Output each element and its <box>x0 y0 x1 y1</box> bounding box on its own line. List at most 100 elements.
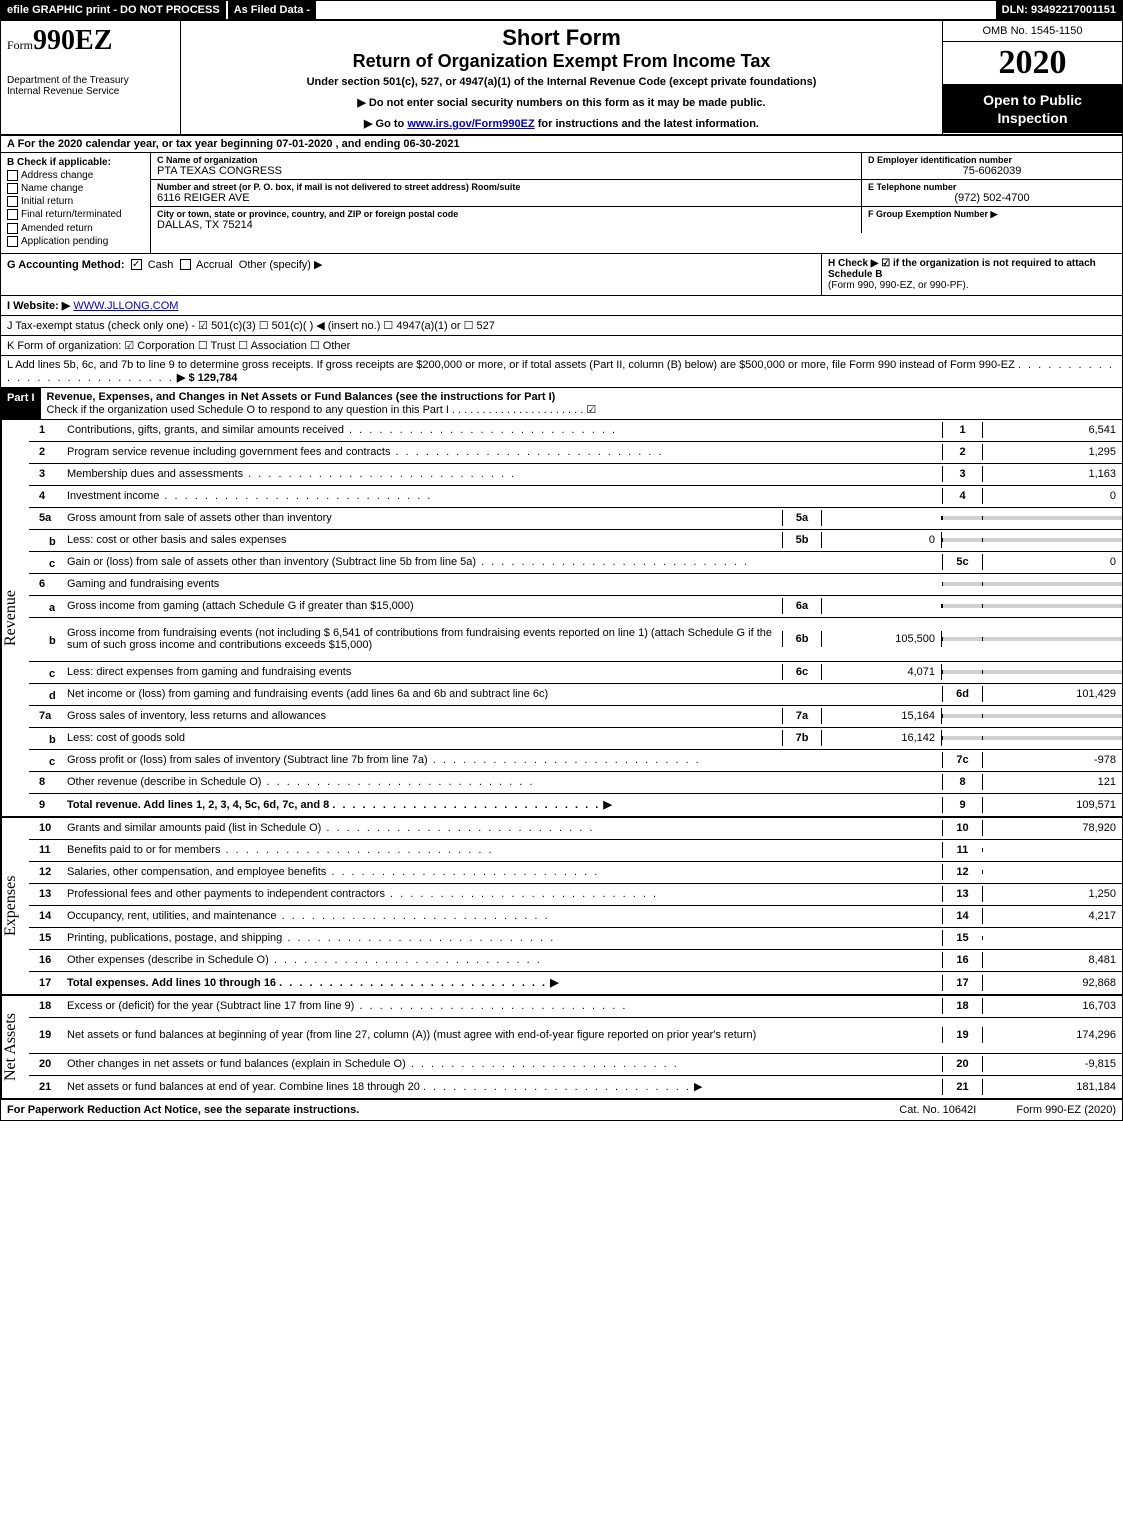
website-link[interactable]: WWW.JLLONG.COM <box>73 300 178 312</box>
netassets-lines: 18Excess or (deficit) for the year (Subt… <box>29 996 1122 1098</box>
netassets-side-label: Net Assets <box>1 996 29 1098</box>
tax-year: 2020 <box>943 42 1122 85</box>
line-5b-val: 0 <box>822 532 942 548</box>
line-6c-desc: Less: direct expenses from gaming and fu… <box>63 664 782 680</box>
line-5c-val: 0 <box>982 554 1122 570</box>
line-17-desc: Total expenses. Add lines 10 through 16 … <box>63 974 942 991</box>
address-cell: Number and street (or P. O. box, if mail… <box>151 180 862 206</box>
line-6d-val: 101,429 <box>982 686 1122 702</box>
line-11-val <box>982 848 1122 852</box>
block-g-h: G Accounting Method: ✓ Cash Accrual Othe… <box>1 254 1122 296</box>
l-text: L Add lines 5b, 6c, and 7b to line 9 to … <box>7 359 1015 371</box>
line-14-desc: Occupancy, rent, utilities, and maintena… <box>63 908 942 924</box>
line-7a-val: 15,164 <box>822 708 942 724</box>
cat-no: Cat. No. 10642I <box>899 1104 976 1116</box>
revenue-section: Revenue 1Contributions, gifts, grants, a… <box>1 420 1122 818</box>
line-20-val: -9,815 <box>982 1056 1122 1072</box>
line-8-val: 121 <box>982 774 1122 790</box>
line-19-desc: Net assets or fund balances at beginning… <box>63 1027 942 1043</box>
l-amount: ▶ $ 129,784 <box>177 372 237 384</box>
line-4-val: 0 <box>982 488 1122 504</box>
paperwork-notice: For Paperwork Reduction Act Notice, see … <box>7 1104 359 1116</box>
line-2-val: 1,295 <box>982 444 1122 460</box>
line-20-desc: Other changes in net assets or fund bala… <box>63 1056 942 1072</box>
line-7b-desc: Less: cost of goods sold <box>63 730 782 746</box>
org-name-cell: C Name of organization PTA TEXAS CONGRES… <box>151 153 862 179</box>
line-19-val: 174,296 <box>982 1027 1122 1043</box>
h-text1: H Check ▶ ☑ if the organization is not r… <box>828 258 1116 280</box>
line-14-val: 4,217 <box>982 908 1122 924</box>
return-title: Return of Organization Exempt From Incom… <box>187 51 936 72</box>
line-17-val: 92,868 <box>982 975 1122 991</box>
line-7c-desc: Gross profit or (loss) from sales of inv… <box>63 752 942 768</box>
form-header: Form990EZ Department of the Treasury Int… <box>1 21 1122 136</box>
schedule-b-check: H Check ▶ ☑ if the organization is not r… <box>822 254 1122 295</box>
page-footer: For Paperwork Reduction Act Notice, see … <box>1 1100 1122 1120</box>
line-15-val <box>982 936 1122 940</box>
short-form: Short Form <box>187 25 936 51</box>
top-bar: efile GRAPHIC print - DO NOT PROCESS As … <box>1 1 1122 21</box>
chk-final-return[interactable]: Final return/terminated <box>7 209 144 220</box>
line-13-desc: Professional fees and other payments to … <box>63 886 942 902</box>
irs-link[interactable]: www.irs.gov/Form990EZ <box>407 118 534 130</box>
h-text2: (Form 990, 990-EZ, or 990-PF). <box>828 280 1116 291</box>
chk-amended[interactable]: Amended return <box>7 223 144 234</box>
city-label: City or town, state or province, country… <box>157 209 855 219</box>
row-i-website: I Website: ▶ WWW.JLLONG.COM <box>1 296 1122 316</box>
phone-value: (972) 502-4700 <box>868 192 1116 204</box>
form-word: Form <box>7 38 33 52</box>
net-assets-section: Net Assets 18Excess or (deficit) for the… <box>1 996 1122 1100</box>
line-6d-desc: Net income or (loss) from gaming and fun… <box>63 686 942 702</box>
line-7c-val: -978 <box>982 752 1122 768</box>
line-1-val: 6,541 <box>982 422 1122 438</box>
subtitle: Under section 501(c), 527, or 4947(a)(1)… <box>187 76 936 88</box>
chk-address-change[interactable]: Address change <box>7 170 144 181</box>
line-6-desc: Gaming and fundraising events <box>63 576 942 592</box>
title-block: Short Form Return of Organization Exempt… <box>181 21 942 134</box>
line-5c-desc: Gain or (loss) from sale of assets other… <box>63 554 942 570</box>
line-11-desc: Benefits paid to or for members <box>63 842 942 858</box>
irs: Internal Revenue Service <box>7 86 174 97</box>
line-6a-val <box>822 604 942 608</box>
addr-label: Number and street (or P. O. box, if mail… <box>157 182 855 192</box>
line-9-val: 109,571 <box>982 797 1122 813</box>
line-21-desc: Net assets or fund balances at end of ye… <box>63 1078 942 1095</box>
chk-pending[interactable]: Application pending <box>7 236 144 247</box>
city-cell: City or town, state or province, country… <box>151 207 862 233</box>
block-c-d-e-f: C Name of organization PTA TEXAS CONGRES… <box>151 153 1122 253</box>
line-10-desc: Grants and similar amounts paid (list in… <box>63 820 942 836</box>
goto-post: for instructions and the latest informat… <box>535 118 759 130</box>
c-label: C Name of organization <box>157 155 855 165</box>
efile-notice: efile GRAPHIC print - DO NOT PROCESS <box>1 1 226 19</box>
part1-label: Part I <box>1 388 41 419</box>
chk-accrual[interactable] <box>180 259 191 270</box>
line-7b-val: 16,142 <box>822 730 942 746</box>
form-id-block: Form990EZ Department of the Treasury Int… <box>1 21 181 134</box>
i-label: I Website: ▶ <box>7 300 70 312</box>
org-name: PTA TEXAS CONGRESS <box>157 165 855 177</box>
line-3-val: 1,163 <box>982 466 1122 482</box>
form-number: 990EZ <box>33 25 112 56</box>
expenses-section: Expenses 10Grants and similar amounts pa… <box>1 818 1122 996</box>
dept-treasury: Department of the Treasury <box>7 75 174 86</box>
line-15-desc: Printing, publications, postage, and shi… <box>63 930 942 946</box>
line-6b-val: 105,500 <box>822 631 942 647</box>
line-4-desc: Investment income <box>63 488 942 504</box>
e-label: E Telephone number <box>868 182 1116 192</box>
chk-name-change[interactable]: Name change <box>7 183 144 194</box>
row-a-tax-year: A For the 2020 calendar year, or tax yea… <box>1 136 1122 153</box>
chk-cash[interactable]: ✓ <box>131 259 142 270</box>
instructions-link-row: ▶ Go to www.irs.gov/Form990EZ for instru… <box>187 117 936 130</box>
row-j-tax-exempt: J Tax-exempt status (check only one) - ☑… <box>1 316 1122 336</box>
line-13-val: 1,250 <box>982 886 1122 902</box>
chk-initial-return[interactable]: Initial return <box>7 196 144 207</box>
expenses-side-label: Expenses <box>1 818 29 994</box>
group-exemption-cell: F Group Exemption Number ▶ <box>862 207 1122 233</box>
part1-check: Check if the organization used Schedule … <box>47 404 597 416</box>
line-21-val: 181,184 <box>982 1079 1122 1095</box>
expenses-lines: 10Grants and similar amounts paid (list … <box>29 818 1122 994</box>
line-8-desc: Other revenue (describe in Schedule O) <box>63 774 942 790</box>
revenue-lines: 1Contributions, gifts, grants, and simil… <box>29 420 1122 816</box>
line-1-desc: Contributions, gifts, grants, and simila… <box>63 422 942 438</box>
line-10-val: 78,920 <box>982 820 1122 836</box>
